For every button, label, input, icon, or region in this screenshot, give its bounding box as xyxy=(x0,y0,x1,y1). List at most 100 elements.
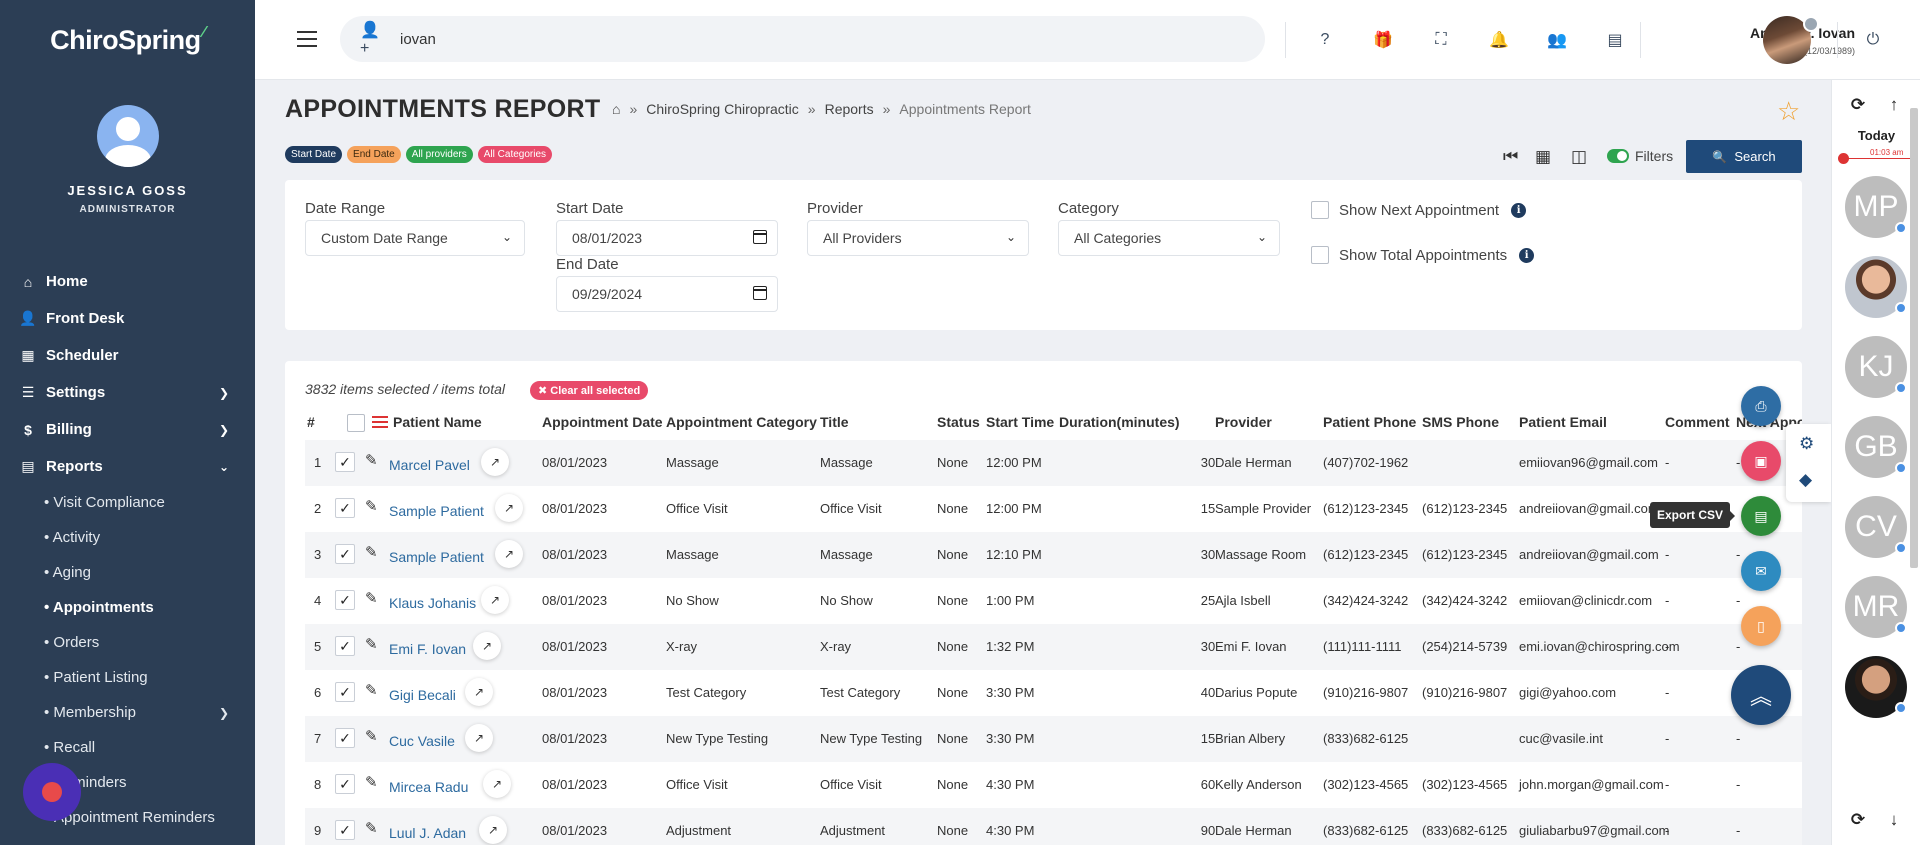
row-checkbox[interactable]: ✓ xyxy=(335,544,355,564)
column-header[interactable]: Appointment Category xyxy=(666,414,817,430)
profile-name[interactable]: Andrei W. Iovan xyxy=(1655,25,1855,41)
user-avatar[interactable] xyxy=(96,105,159,167)
columns-icon[interactable]: ◫ xyxy=(1571,147,1588,166)
clear-all-selected-button[interactable]: ✖ Clear all selected xyxy=(530,381,649,400)
patient-name-link[interactable]: Klaus Johanis xyxy=(389,595,477,611)
filters-toggle[interactable]: Filters xyxy=(1607,148,1673,164)
row-checkbox[interactable]: ✓ xyxy=(335,498,355,518)
patient-name-link[interactable]: Marcel Pavel xyxy=(389,457,470,473)
sidebar-subitem-orders[interactable]: • Orders xyxy=(44,634,100,651)
column-header[interactable]: Title xyxy=(820,414,849,430)
add-user-icon[interactable]: 👤+ xyxy=(360,22,380,57)
edit-icon[interactable]: ✎ xyxy=(365,728,378,745)
patient-name-link[interactable]: Sample Patient xyxy=(389,503,484,519)
star-favorite-icon[interactable]: ☆ xyxy=(1777,96,1801,126)
column-header[interactable]: Patient Phone xyxy=(1323,414,1417,430)
info-icon[interactable]: i xyxy=(1511,202,1527,218)
toggle-switch[interactable] xyxy=(1607,149,1629,163)
row-checkbox[interactable]: ✓ xyxy=(335,682,355,702)
table-row[interactable]: 9 ✓ ✎ Luul J. Adan ↗ 08/01/2023 Adjustment Adju… xyxy=(305,808,1802,845)
patient-name-link[interactable]: Emi F. Iovan xyxy=(389,641,467,657)
row-checkbox[interactable]: ✓ xyxy=(335,774,355,794)
list-icon[interactable] xyxy=(372,416,388,430)
sidebar-subitem-appointments[interactable]: • Appointments xyxy=(44,599,154,616)
breadcrumb-item[interactable]: Reports xyxy=(824,101,874,117)
arrow-up-icon[interactable]: ↑ xyxy=(1889,95,1899,114)
external-link-icon[interactable]: ↗ xyxy=(495,540,523,568)
edit-icon[interactable]: ✎ xyxy=(365,820,378,837)
row-checkbox[interactable]: ✓ xyxy=(335,636,355,656)
scroll-top-button[interactable]: ︽ xyxy=(1731,665,1791,725)
sidebar-item-scheduler[interactable]: ▦ Scheduler xyxy=(21,347,119,364)
export-pdf-button[interactable]: ▣ xyxy=(1741,441,1781,481)
table-row[interactable]: 8 ✓ ✎ Mircea Radu ↗ 08/01/2023 Office Visit Off… xyxy=(305,762,1802,808)
sidebar-item-home[interactable]: ⌂ Home xyxy=(0,263,255,300)
column-header[interactable]: SMS Phone xyxy=(1422,414,1500,430)
column-header[interactable]: Patient Email xyxy=(1519,414,1607,430)
edit-icon[interactable]: ✎ xyxy=(365,498,378,515)
calendar-icon[interactable] xyxy=(753,230,767,244)
sidebar-item-reports[interactable]: ▤ Reports ⌄ xyxy=(21,458,229,475)
row-checkbox[interactable]: ✓ xyxy=(335,728,355,748)
table-view-icon[interactable]: ▦ xyxy=(1535,147,1552,166)
row-checkbox[interactable]: ✓ xyxy=(335,590,355,610)
category-select[interactable]: All Categories ⌄ xyxy=(1058,220,1280,256)
column-header[interactable]: Status xyxy=(937,414,980,430)
column-header[interactable]: Provider xyxy=(1215,414,1272,430)
bell-icon[interactable]: 🔔 xyxy=(1489,32,1509,49)
edit-icon[interactable]: ✎ xyxy=(365,774,378,791)
patient-avatar[interactable] xyxy=(1845,256,1907,318)
edit-icon[interactable]: ✎ xyxy=(365,682,378,699)
sidebar-subitem-visit-compliance[interactable]: • Visit Compliance xyxy=(44,494,165,511)
patient-search-input[interactable] xyxy=(400,30,1200,48)
patient-avatar[interactable] xyxy=(1845,656,1907,718)
sidebar-item-billing[interactable]: $ Billing ❯ xyxy=(0,411,255,448)
end-date-input[interactable]: 09/29/2024 xyxy=(556,276,778,312)
patient-avatar[interactable]: CV xyxy=(1845,496,1907,558)
column-header[interactable]: # xyxy=(307,414,315,430)
show-total-appointments-checkbox[interactable]: Show Total Appointments i xyxy=(1311,246,1535,264)
external-link-icon[interactable]: ↗ xyxy=(473,632,501,660)
calendar-icon[interactable] xyxy=(753,286,767,300)
arrow-down-icon[interactable]: ↓ xyxy=(1889,810,1899,829)
patient-name-link[interactable]: Luul J. Adan xyxy=(389,825,467,841)
external-link-icon[interactable]: ↗ xyxy=(483,770,511,798)
document-icon[interactable]: ▤ xyxy=(1607,32,1623,49)
search-button[interactable]: 🔍 Search xyxy=(1686,140,1802,173)
external-link-icon[interactable]: ↗ xyxy=(481,586,509,614)
sidebar-subitem-patient-listing[interactable]: • Patient Listing xyxy=(44,669,148,686)
sidebar-subitem-aging[interactable]: • Aging xyxy=(44,564,91,581)
edit-icon[interactable]: ✎ xyxy=(365,544,378,561)
external-link-icon[interactable]: ↗ xyxy=(495,494,523,522)
chat-widget-button[interactable] xyxy=(23,763,81,821)
column-header[interactable]: Comment xyxy=(1665,414,1730,430)
sidebar-item-front-desk[interactable]: 👤 Front Desk xyxy=(19,310,125,327)
breadcrumb-item[interactable]: ChiroSpring Chiropractic xyxy=(646,101,799,117)
sidebar-subitem-appointment-reminders[interactable]: Appointment Reminders xyxy=(54,809,215,826)
patient-avatar[interactable]: MP xyxy=(1845,176,1907,238)
row-checkbox[interactable]: ✓ xyxy=(335,820,355,840)
cogs-icon[interactable]: ⚙ xyxy=(1799,434,1815,453)
power-icon[interactable]: ⏻ xyxy=(1866,31,1880,48)
sidebar-subitem-activity[interactable]: • Activity xyxy=(44,529,101,546)
gift-icon[interactable]: 🎁 xyxy=(1373,32,1393,49)
email-button[interactable]: ✉ xyxy=(1741,551,1781,591)
edit-icon[interactable]: ✎ xyxy=(365,452,378,469)
select-all-checkbox[interactable] xyxy=(347,414,365,432)
patient-avatar[interactable]: KJ xyxy=(1845,336,1907,398)
hamburger-menu-icon[interactable] xyxy=(297,31,317,47)
edit-icon[interactable]: ✎ xyxy=(365,590,378,607)
table-row[interactable]: 3 ✓ ✎ Sample Patient ↗ 08/01/2023 Massage Massa… xyxy=(305,532,1802,578)
table-row[interactable]: 2 ✓ ✎ Sample Patient ↗ 08/01/2023 Office Visit… xyxy=(305,486,1802,532)
table-row[interactable]: 1 ✓ ✎ Marcel Pavel ↗ 08/01/2023 Massage Massage… xyxy=(305,440,1802,486)
patient-name-link[interactable]: Cuc Vasile xyxy=(389,733,455,749)
external-link-icon[interactable]: ↗ xyxy=(465,678,493,706)
home-icon[interactable]: ⌂ xyxy=(612,101,621,117)
external-link-icon[interactable]: ↗ xyxy=(479,816,507,844)
table-row[interactable]: 4 ✓ ✎ Klaus Johanis ↗ 08/01/2023 No Show No Sho… xyxy=(305,578,1802,624)
info-icon[interactable]: i xyxy=(1519,247,1535,263)
table-row[interactable]: 7 ✓ ✎ Cuc Vasile ↗ 08/01/2023 New Type Testing… xyxy=(305,716,1802,762)
refresh-icon[interactable]: ⟳ xyxy=(1850,810,1866,829)
patient-name-link[interactable]: Sample Patient xyxy=(389,549,484,565)
date-range-select[interactable]: Custom Date Range ⌄ xyxy=(305,220,525,256)
